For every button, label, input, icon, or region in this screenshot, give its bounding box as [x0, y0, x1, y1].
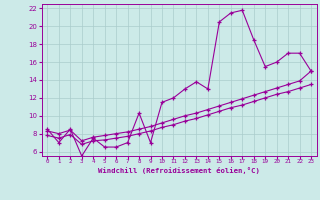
- X-axis label: Windchill (Refroidissement éolien,°C): Windchill (Refroidissement éolien,°C): [98, 167, 260, 174]
